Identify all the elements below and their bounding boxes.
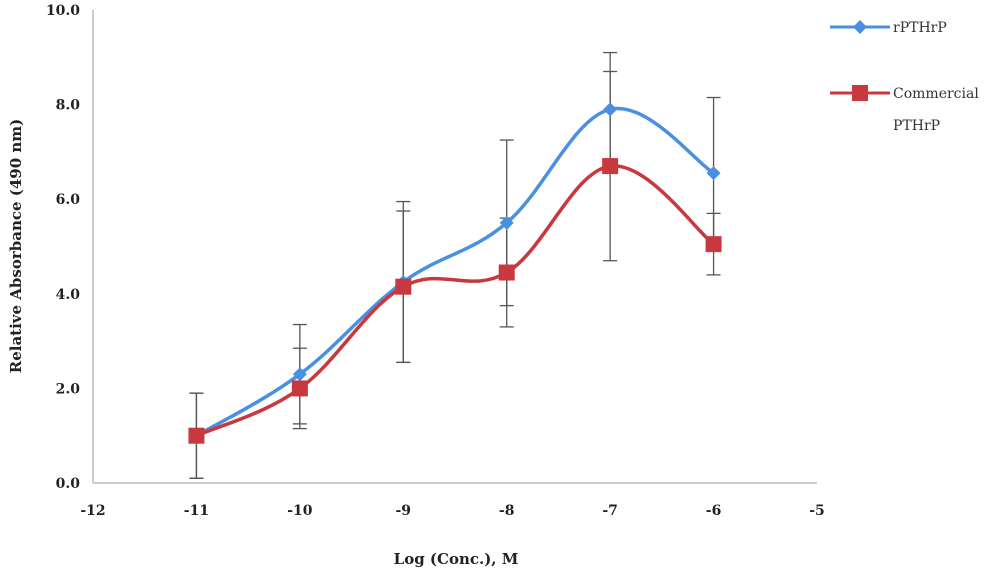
data-point-commercial-pthrp [291,380,308,397]
legend-label-commercial-pthrp-line1: Commercial [893,86,979,102]
series-line-commercial-pthrp [195,164,715,438]
y-axis-title: Relative Absorbance (490 nm) [7,119,25,374]
data-point-commercial-pthrp [188,427,205,444]
x-tick-label: -9 [396,503,412,519]
x-tick-label: -7 [602,503,618,519]
legend-label-rpthrp: rPTHrP [893,20,947,36]
data-point-commercial-pthrp [602,158,619,175]
y-tick-label: 6.0 [56,192,81,208]
series-lines [195,106,715,438]
series-markers [188,102,722,444]
y-tick-label: 8.0 [56,98,81,114]
y-tick-label: 2.0 [56,381,81,397]
data-point-commercial-pthrp [498,264,515,281]
legend-item-commercial-pthrp: Commercial PTHrP [830,85,979,134]
x-tick-label: -6 [706,503,722,519]
data-point-rpthrp [603,102,618,117]
y-tick-label: 0.0 [56,476,81,492]
data-point-rpthrp [706,166,721,181]
legend-marker-commercial-pthrp [852,85,868,101]
y-tick-label: 4.0 [56,287,81,303]
x-tick-label: -5 [809,503,825,519]
legend-marker-rpthrp [853,20,867,34]
data-point-commercial-pthrp [395,278,412,295]
x-tick-labels: -12 -11 -10 -9 -8 -7 -6 -5 [80,503,824,519]
legend-label-commercial-pthrp-line2: PTHrP [893,118,940,134]
data-point-rpthrp [499,215,514,230]
y-tick-label: 10.0 [46,3,80,19]
axes [92,10,817,484]
x-tick-label: -10 [287,503,313,519]
x-tick-label: -8 [499,503,515,519]
x-axis-title: Log (Conc.), M [394,550,519,568]
x-tick-label: -12 [80,503,105,519]
legend: rPTHrP Commercial PTHrP [830,20,979,134]
data-point-rpthrp [292,367,307,382]
data-point-commercial-pthrp [705,236,722,253]
series-line-rpthrp [195,106,715,438]
y-tick-labels: 0.0 2.0 4.0 6.0 8.0 10.0 [46,3,80,492]
x-tick-label: -11 [184,503,209,519]
legend-item-rpthrp: rPTHrP [830,20,947,36]
